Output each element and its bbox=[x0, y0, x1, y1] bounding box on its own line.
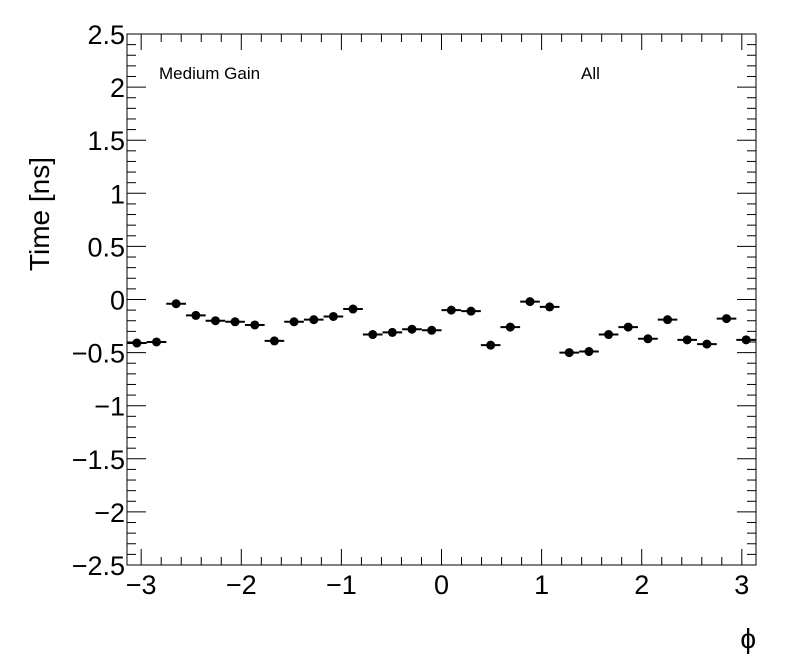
data-point bbox=[407, 324, 417, 334]
data-point bbox=[623, 322, 633, 332]
y-tick-label: 2.5 bbox=[87, 20, 125, 50]
data-point bbox=[702, 339, 712, 349]
data-point bbox=[250, 320, 260, 330]
y-tick-label: −1 bbox=[94, 392, 125, 422]
x-tick-label: 3 bbox=[734, 570, 749, 600]
x-axis-title: ϕ bbox=[740, 623, 756, 654]
data-point bbox=[604, 330, 614, 340]
y-tick-label: −0.5 bbox=[72, 339, 125, 369]
y-tick-label: −2 bbox=[94, 498, 125, 528]
data-point bbox=[171, 299, 181, 309]
data-point bbox=[486, 340, 496, 350]
x-tick-label: −3 bbox=[126, 570, 157, 600]
data-point bbox=[309, 315, 319, 325]
data-point bbox=[328, 311, 338, 321]
x-tick-label: 1 bbox=[534, 570, 549, 600]
data-point bbox=[545, 302, 555, 312]
y-tick-label: 1 bbox=[110, 179, 125, 209]
data-point bbox=[564, 348, 574, 358]
data-point bbox=[387, 327, 397, 337]
y-tick-label: 0.5 bbox=[87, 232, 125, 262]
data-point bbox=[682, 335, 692, 345]
data-point bbox=[230, 317, 240, 327]
data-point bbox=[289, 317, 299, 327]
annotation-gain: Medium Gain bbox=[159, 64, 260, 83]
annotation-all: All bbox=[581, 64, 600, 83]
y-tick-label: 0 bbox=[110, 286, 125, 316]
data-point bbox=[348, 304, 358, 314]
data-point bbox=[741, 335, 751, 345]
data-point bbox=[132, 338, 142, 348]
data-series bbox=[127, 297, 756, 358]
x-tick-label: 0 bbox=[434, 570, 449, 600]
data-point bbox=[191, 310, 201, 320]
data-point bbox=[446, 305, 456, 315]
y-tick-label: −1.5 bbox=[72, 445, 125, 475]
axis-ticks bbox=[127, 33, 756, 566]
data-point bbox=[151, 337, 161, 347]
y-axis-title: Time [ns] bbox=[24, 157, 55, 271]
y-tick-labels: −2.5 −2 −1.5 −1 −0.5 0 0.5 1 1.5 2 2.5 bbox=[72, 20, 125, 581]
data-point bbox=[663, 315, 673, 325]
y-tick-label: 1.5 bbox=[87, 126, 125, 156]
data-point bbox=[427, 325, 437, 335]
data-point bbox=[722, 314, 732, 324]
y-tick-label: 2 bbox=[110, 73, 125, 103]
data-point bbox=[466, 306, 476, 316]
data-point bbox=[643, 334, 653, 344]
data-point bbox=[505, 322, 515, 332]
y-tick-label: −2.5 bbox=[72, 551, 125, 581]
x-tick-label: 2 bbox=[634, 570, 649, 600]
data-point bbox=[368, 330, 378, 340]
data-point bbox=[584, 347, 594, 357]
data-point bbox=[525, 297, 535, 307]
x-tick-labels: −3 −2 −1 0 1 2 3 bbox=[126, 570, 750, 600]
data-point bbox=[269, 336, 279, 346]
x-tick-label: −2 bbox=[226, 570, 257, 600]
plot-frame bbox=[126, 33, 757, 566]
x-tick-label: −1 bbox=[326, 570, 357, 600]
data-point bbox=[210, 316, 220, 326]
